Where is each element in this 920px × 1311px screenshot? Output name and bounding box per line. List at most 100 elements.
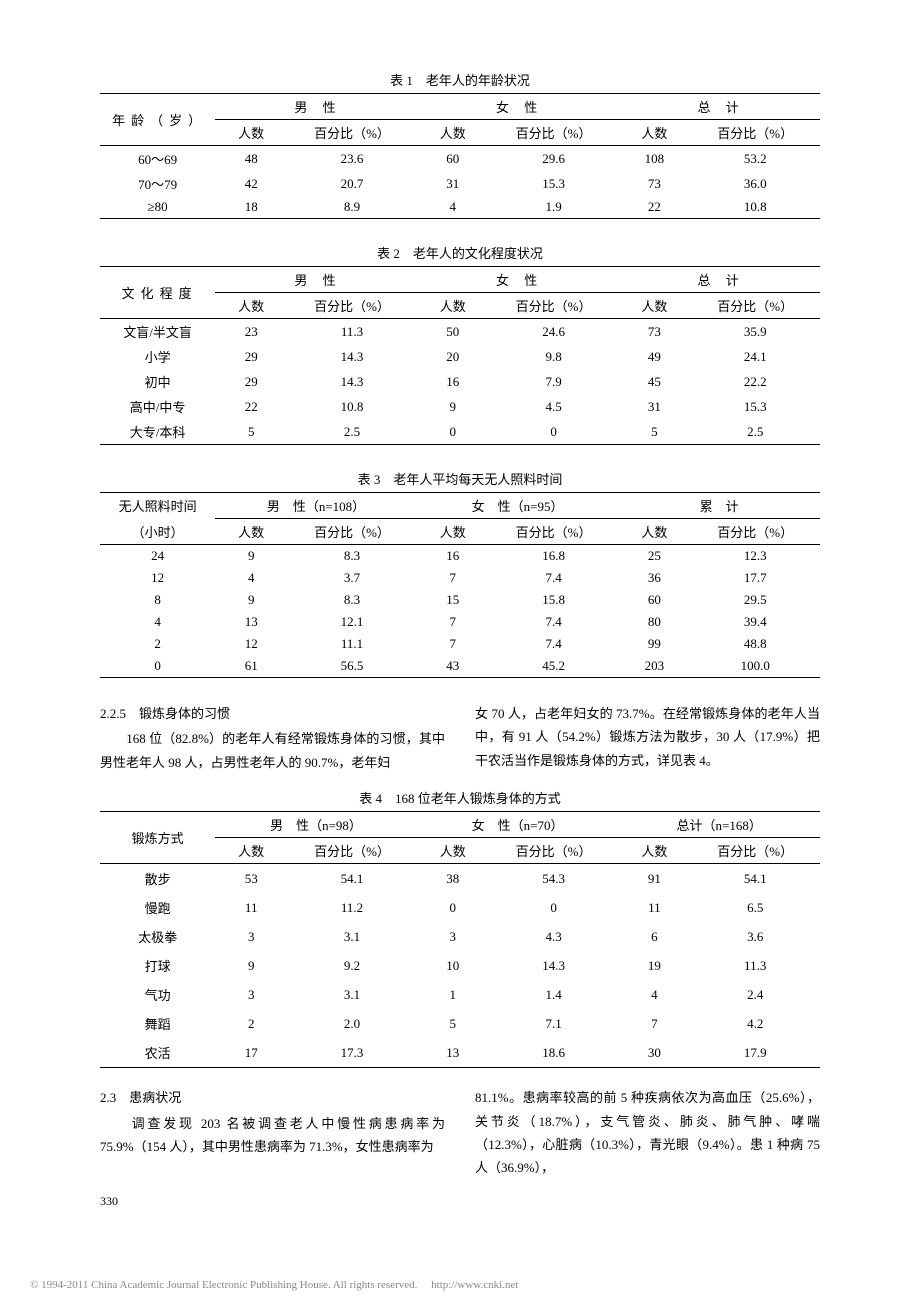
table-cell: 19 <box>618 951 690 980</box>
section-23: 2.3 患病状况 调查发现 203 名被调查老人中慢性病患病率为 75.9%（1… <box>100 1086 820 1180</box>
table-cell: 36.0 <box>690 171 820 196</box>
table2-sub: 百分比（%） <box>489 293 619 319</box>
table-cell: 60～69 <box>100 146 215 172</box>
table1-sub: 人数 <box>417 120 489 146</box>
table-cell: 15.8 <box>489 589 619 611</box>
table2-sub: 人数 <box>417 293 489 319</box>
table-cell: 2 <box>215 1009 287 1038</box>
table-row: 2498.31616.82512.3 <box>100 545 820 568</box>
table-cell: 16 <box>417 545 489 568</box>
table-cell: 4 <box>215 567 287 589</box>
table4-sub: 百分比（%） <box>287 838 417 864</box>
table-row: 舞蹈22.057.174.2 <box>100 1009 820 1038</box>
table1-caption: 表 1 老年人的年龄状况 <box>100 70 820 89</box>
table-cell: 29 <box>215 344 287 369</box>
table-cell: 4 <box>100 611 215 633</box>
table-cell: 17 <box>215 1038 287 1068</box>
table3-col1-label-a: 无人照料时间 <box>100 493 215 519</box>
table4-group2: 女 性（n=70） <box>417 812 619 838</box>
table2-group3: 总 计 <box>618 267 820 293</box>
table3-group2: 女 性（n=95） <box>417 493 619 519</box>
table-cell: 0 <box>489 893 619 922</box>
table2-group2: 女 性 <box>417 267 619 293</box>
table-cell: 10 <box>417 951 489 980</box>
table-cell: 6 <box>618 922 690 951</box>
table3-caption: 表 3 老年人平均每天无人照料时间 <box>100 469 820 488</box>
table1-group1: 男 性 <box>215 94 417 120</box>
table-cell: 31 <box>618 394 690 419</box>
table-cell: 文盲/半文盲 <box>100 319 215 345</box>
table-cell: 8.3 <box>287 545 417 568</box>
table-cell: 108 <box>618 146 690 172</box>
table-cell: 80 <box>618 611 690 633</box>
table-cell: 20 <box>417 344 489 369</box>
table-cell: 10.8 <box>690 196 820 219</box>
table-cell: 11.3 <box>690 951 820 980</box>
table-row: 小学2914.3209.84924.1 <box>100 344 820 369</box>
table-cell: 7.4 <box>489 567 619 589</box>
table-row: 气功33.111.442.4 <box>100 980 820 1009</box>
table-cell: 7 <box>417 567 489 589</box>
table3-sub: 人数 <box>618 519 690 545</box>
table-cell: 2.0 <box>287 1009 417 1038</box>
table4-sub: 人数 <box>215 838 287 864</box>
table3-sub: 百分比（%） <box>489 519 619 545</box>
table-cell: 15.3 <box>690 394 820 419</box>
table-cell: 16 <box>417 369 489 394</box>
table4-group1: 男 性（n=98） <box>215 812 417 838</box>
table-cell: 1 <box>417 980 489 1009</box>
table-row: 1243.777.43617.7 <box>100 567 820 589</box>
table-row: 大专/本科52.50052.5 <box>100 419 820 445</box>
table-cell: 48.8 <box>690 633 820 655</box>
table-row: 太极拳33.134.363.6 <box>100 922 820 951</box>
table-cell: 4.5 <box>489 394 619 419</box>
table-cell: 70～79 <box>100 171 215 196</box>
table-cell: 3 <box>215 980 287 1009</box>
table-cell: 15 <box>417 589 489 611</box>
footer-text: © 1994-2011 China Academic Journal Elect… <box>30 1279 417 1291</box>
table-cell: 56.5 <box>287 655 417 678</box>
table-cell: 100.0 <box>690 655 820 678</box>
table-cell: 小学 <box>100 344 215 369</box>
table-cell: 25 <box>618 545 690 568</box>
table-cell: 初中 <box>100 369 215 394</box>
table1-group2: 女 性 <box>417 94 619 120</box>
table-cell: 15.3 <box>489 171 619 196</box>
table-cell: 12.1 <box>287 611 417 633</box>
table-cell: 11.2 <box>287 893 417 922</box>
table-cell: 99 <box>618 633 690 655</box>
table-row: 打球99.21014.31911.3 <box>100 951 820 980</box>
table2-group1: 男 性 <box>215 267 417 293</box>
table-cell: 24.1 <box>690 344 820 369</box>
table1-sub: 百分比（%） <box>489 120 619 146</box>
table-cell: 29 <box>215 369 287 394</box>
table-row: 41312.177.48039.4 <box>100 611 820 633</box>
table3-sub: 百分比（%） <box>287 519 417 545</box>
table-cell: 3 <box>417 922 489 951</box>
table-row: 06156.54345.2203100.0 <box>100 655 820 678</box>
table-cell: 农活 <box>100 1038 215 1068</box>
table-cell: 1.4 <box>489 980 619 1009</box>
table-cell: 31 <box>417 171 489 196</box>
table1-group3: 总 计 <box>618 94 820 120</box>
table-cell: 60 <box>417 146 489 172</box>
table-cell: 7.4 <box>489 611 619 633</box>
table4-caption: 表 4 168 位老年人锻炼身体的方式 <box>100 788 820 807</box>
table-cell: 17.9 <box>690 1038 820 1068</box>
table-cell: 24 <box>100 545 215 568</box>
table-cell: 4.2 <box>690 1009 820 1038</box>
table4: 锻炼方式 男 性（n=98） 女 性（n=70） 总计（n=168） 人数 百分… <box>100 811 820 1068</box>
table-cell: 14.3 <box>287 369 417 394</box>
table-cell: 18.6 <box>489 1038 619 1068</box>
table-cell: 9.2 <box>287 951 417 980</box>
table-row: 散步5354.13854.39154.1 <box>100 864 820 894</box>
table-cell: 2.5 <box>287 419 417 445</box>
table-cell: 0 <box>489 419 619 445</box>
table-cell: 29.6 <box>489 146 619 172</box>
table-cell: 29.5 <box>690 589 820 611</box>
table-cell: 8.9 <box>287 196 417 219</box>
table-row: 70～794220.73115.37336.0 <box>100 171 820 196</box>
footer-link[interactable]: http://www.cnki.net <box>431 1279 518 1291</box>
table3-sub: 人数 <box>417 519 489 545</box>
table2-body: 文盲/半文盲2311.35024.67335.9小学2914.3209.8492… <box>100 319 820 445</box>
